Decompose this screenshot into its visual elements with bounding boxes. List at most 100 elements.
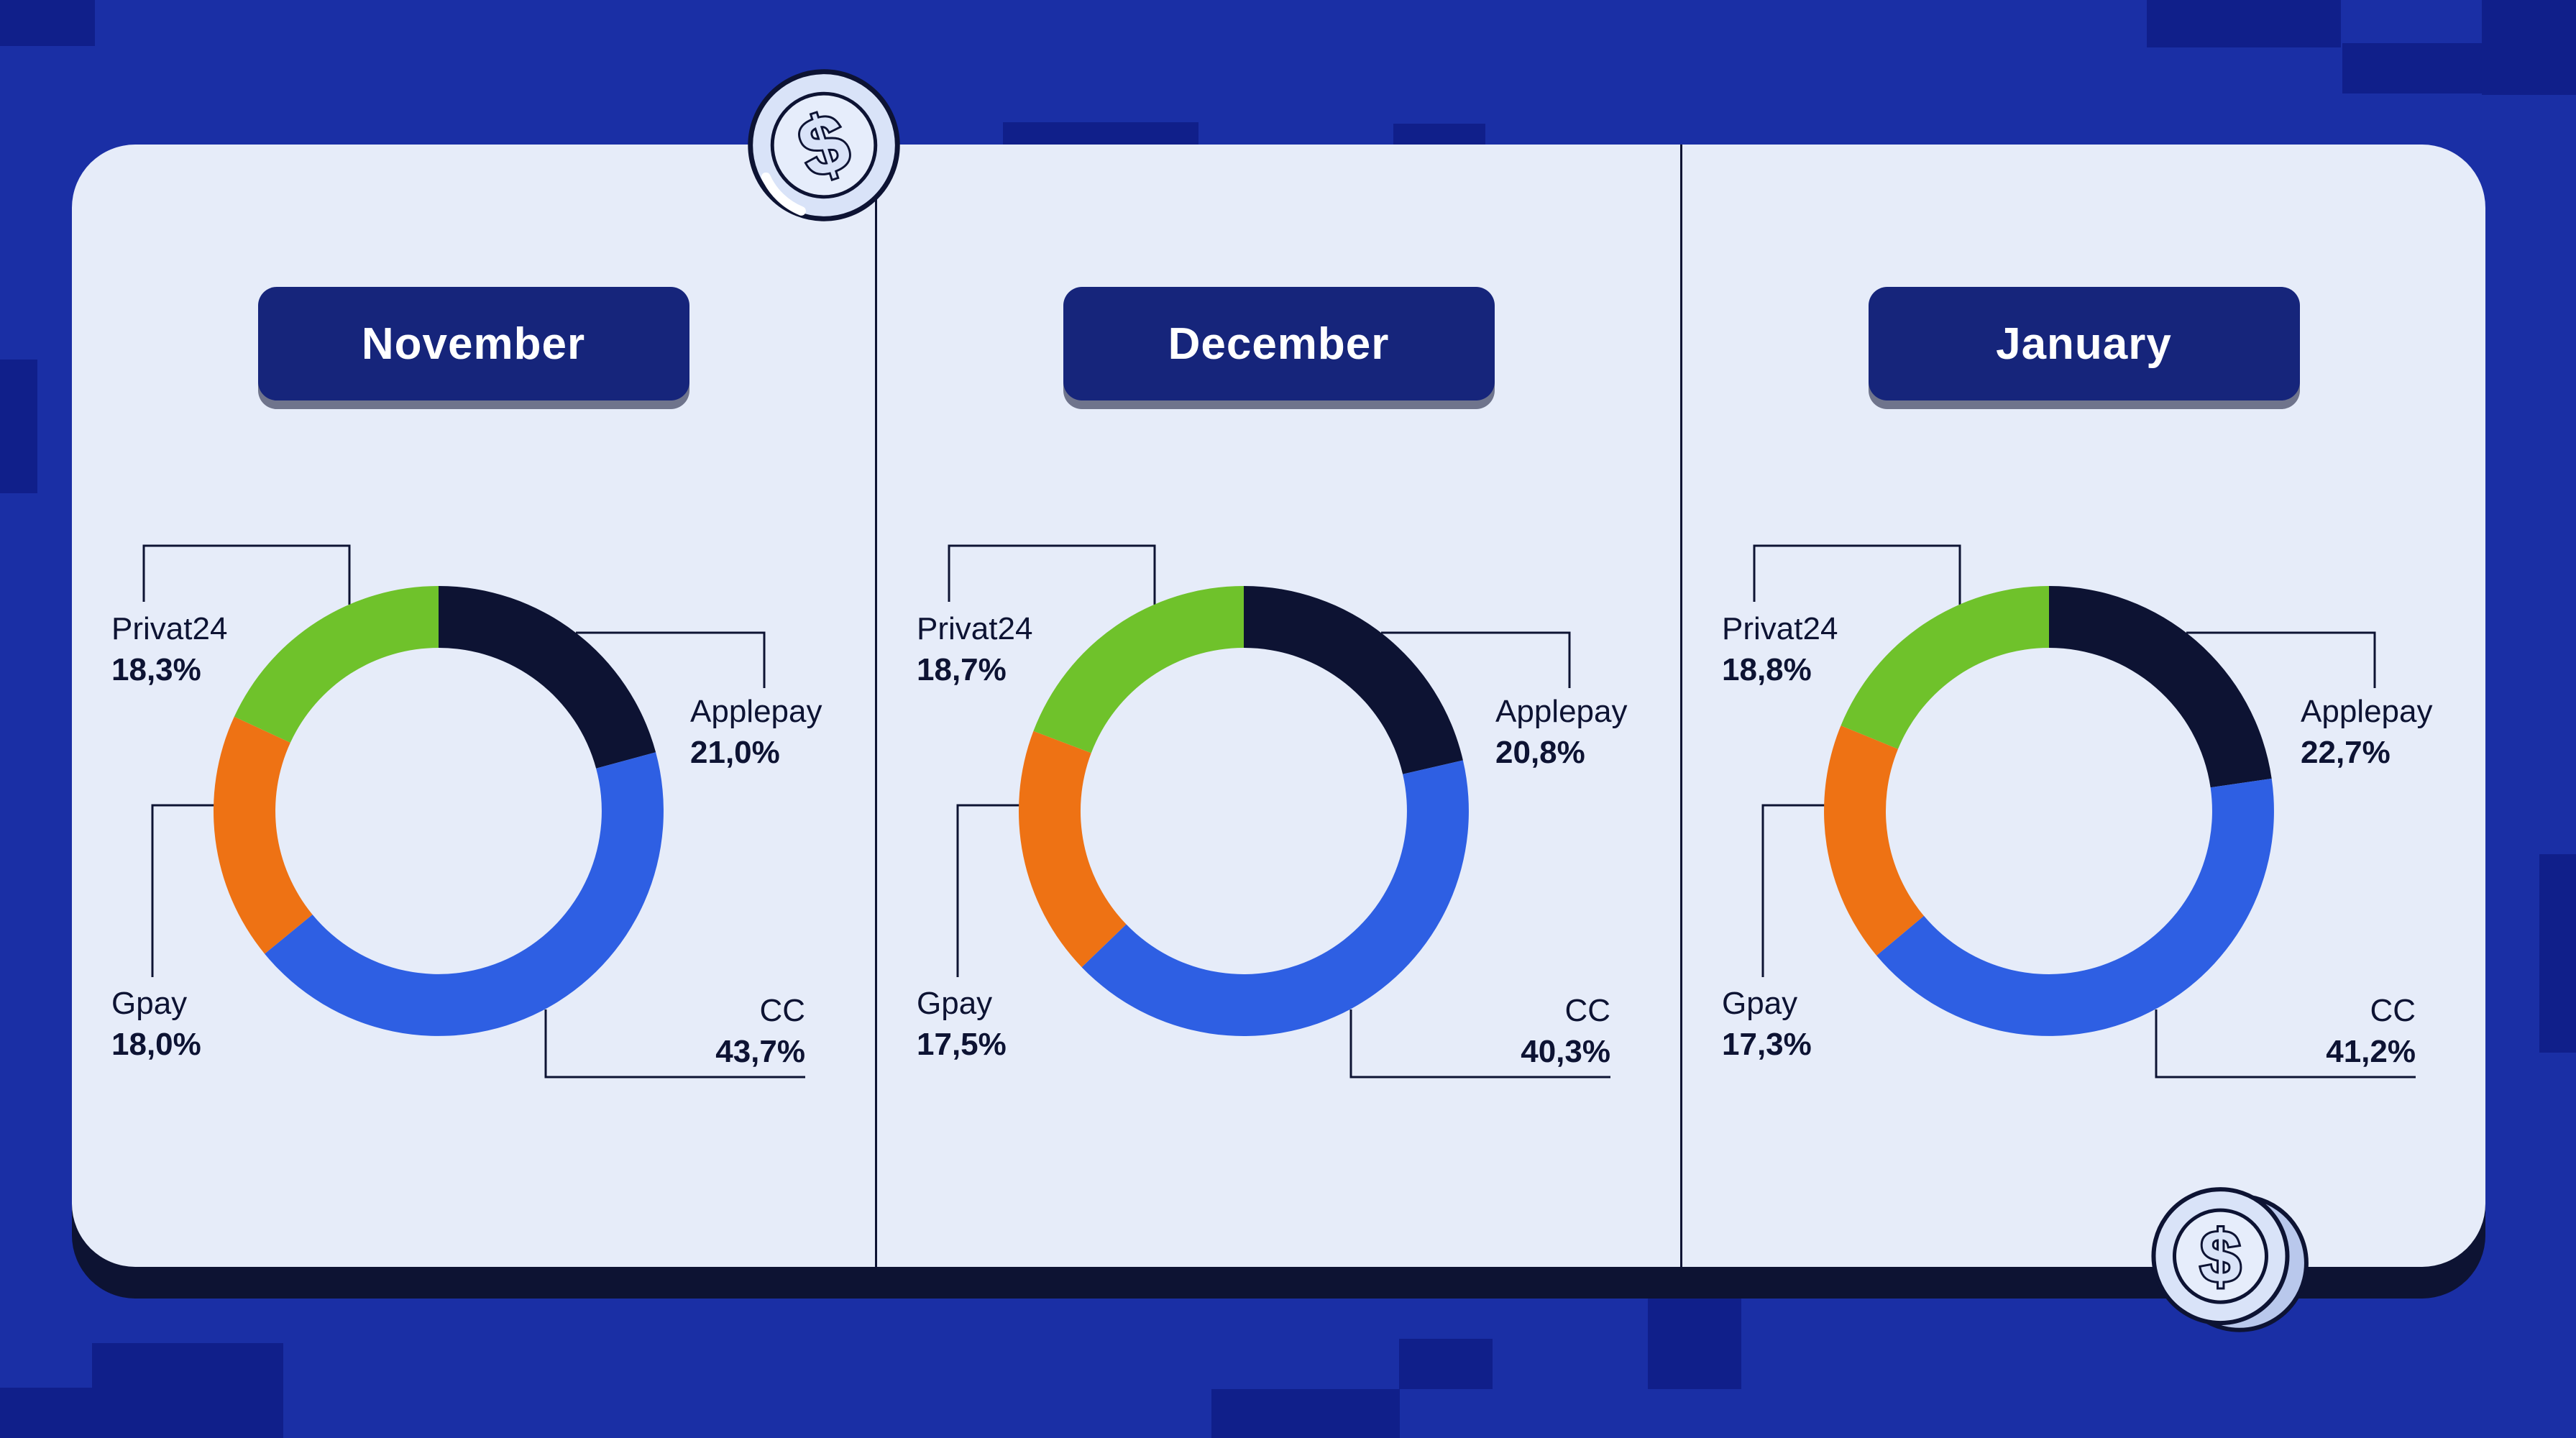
coin-inner [770,91,878,199]
bg-square [92,1343,283,1438]
leader-line-gpay [151,804,216,977]
callout-name: Gpay [1722,986,1798,1021]
callout-gpay: Gpay 17,5% [917,983,1007,1065]
callout-value: 18,3% [111,652,201,687]
donut-segments [1018,585,1469,1036]
month-button-december[interactable]: December [1063,287,1495,400]
dollar-symbol: $ [2200,1216,2241,1298]
panel-divider [875,145,877,1267]
panel-divider [1680,145,1682,1267]
leader-line-privat24 [1753,544,1961,605]
bg-square [0,1388,95,1438]
callout-applepay: Applepay 21,0% [690,691,822,773]
bg-square [1648,1294,1741,1389]
donut-segments [1824,586,2274,1036]
donut-segment-privat24 [234,585,439,743]
leader-line-gpay [956,804,1021,977]
callout-privat24: Privat24 18,3% [111,608,227,690]
callout-name: Applepay [2301,694,2433,729]
donut-segment-gpay [1018,731,1127,968]
donut-segment-applepay [439,586,656,769]
month-label: December [1168,319,1390,369]
donut-segment-applepay [2049,586,2272,788]
callout-value: 18,8% [1722,652,1812,687]
callout-name: CC [1564,993,1610,1028]
callout-privat24: Privat24 18,7% [917,608,1032,690]
bg-square [1003,122,1198,145]
dollar-coin-icon: $ [748,69,900,221]
callout-applepay: Applepay 20,8% [1495,691,1627,773]
callout-cc: CC 41,2% [2326,990,2416,1072]
leader-line-cc [2155,1009,2416,1078]
dollar-coin-icon: $ [2151,1187,2309,1332]
bg-square [2482,0,2576,95]
month-button-january[interactable]: January [1868,287,2300,400]
callout-value: 17,5% [917,1027,1007,1062]
coin-inner [2172,1208,2268,1304]
bg-square [2342,43,2486,93]
callout-value: 40,3% [1521,1034,1610,1069]
callout-name: CC [759,993,805,1028]
callout-value: 17,3% [1722,1027,1812,1062]
donut-segment-cc [265,752,664,1036]
callout-name: Privat24 [917,611,1033,646]
bg-square [0,0,95,46]
callout-value: 18,7% [917,652,1007,687]
leader-lines [1753,544,2416,1078]
callout-value: 20,8% [1495,735,1585,770]
callout-value: 22,7% [2301,735,2391,770]
callout-gpay: Gpay 17,3% [1722,983,1812,1065]
callout-name: Gpay [917,986,993,1021]
leader-line-gpay [1761,804,1826,977]
bg-square [2539,854,2576,1053]
donut-segment-gpay [1824,725,1924,956]
donut-segment-privat24 [1033,585,1244,754]
callout-value: 41,2% [2326,1034,2416,1069]
leader-line-cc [1349,1009,1610,1078]
leader-line-privat24 [142,544,351,605]
donut-chart-december [948,544,1610,1078]
month-label: January [1996,319,2172,369]
leader-lines [948,544,1610,1078]
leader-lines [142,544,805,1078]
bg-square [2147,0,2341,47]
callout-cc: CC 43,7% [715,990,805,1072]
callout-cc: CC 40,3% [1521,990,1610,1072]
donut-chart-january [1753,544,2416,1078]
bg-square [1399,1339,1493,1389]
callout-name: Applepay [690,694,822,729]
donut-segment-gpay [213,716,313,954]
month-button-november[interactable]: November [257,287,689,400]
bg-square [1393,124,1485,145]
month-panel-january: January Privat24 18,8% Gpay 17,3% Applep… [1682,145,2485,1267]
callout-name: Gpay [111,986,188,1021]
callout-value: 18,0% [111,1027,201,1062]
bg-square [0,360,37,493]
infographic-card: November Privat24 18,3% Gpay 18,0% Apple… [72,145,2485,1267]
callout-name: CC [2370,993,2416,1028]
month-label: November [361,319,586,369]
leader-line-applepay [1381,631,1571,688]
leader-line-applepay [2186,631,2376,688]
donut-segment-cc [1876,778,2274,1036]
leader-line-privat24 [948,544,1156,605]
donut-segments [213,585,664,1036]
callout-applepay: Applepay 22,7% [2301,691,2432,773]
callout-name: Privat24 [111,611,228,646]
donut-segment-privat24 [1841,586,2049,749]
callout-gpay: Gpay 18,0% [111,983,201,1065]
month-panel-november: November Privat24 18,3% Gpay 18,0% Apple… [72,145,875,1267]
bg-square [1211,1389,1400,1438]
callout-name: Privat24 [1722,611,1838,646]
leader-line-cc [544,1009,805,1078]
callout-privat24: Privat24 18,8% [1722,608,1838,690]
callout-name: Applepay [1495,694,1628,729]
donut-segment-applepay [1244,586,1463,774]
donut-segment-cc [1081,760,1469,1036]
callout-value: 21,0% [690,735,780,770]
donut-chart-november [142,544,805,1078]
callout-value: 43,7% [715,1034,805,1069]
coin-highlight [761,172,806,216]
month-panel-december: December Privat24 18,7% Gpay 17,5% Apple… [877,145,1680,1267]
leader-line-applepay [576,631,766,688]
